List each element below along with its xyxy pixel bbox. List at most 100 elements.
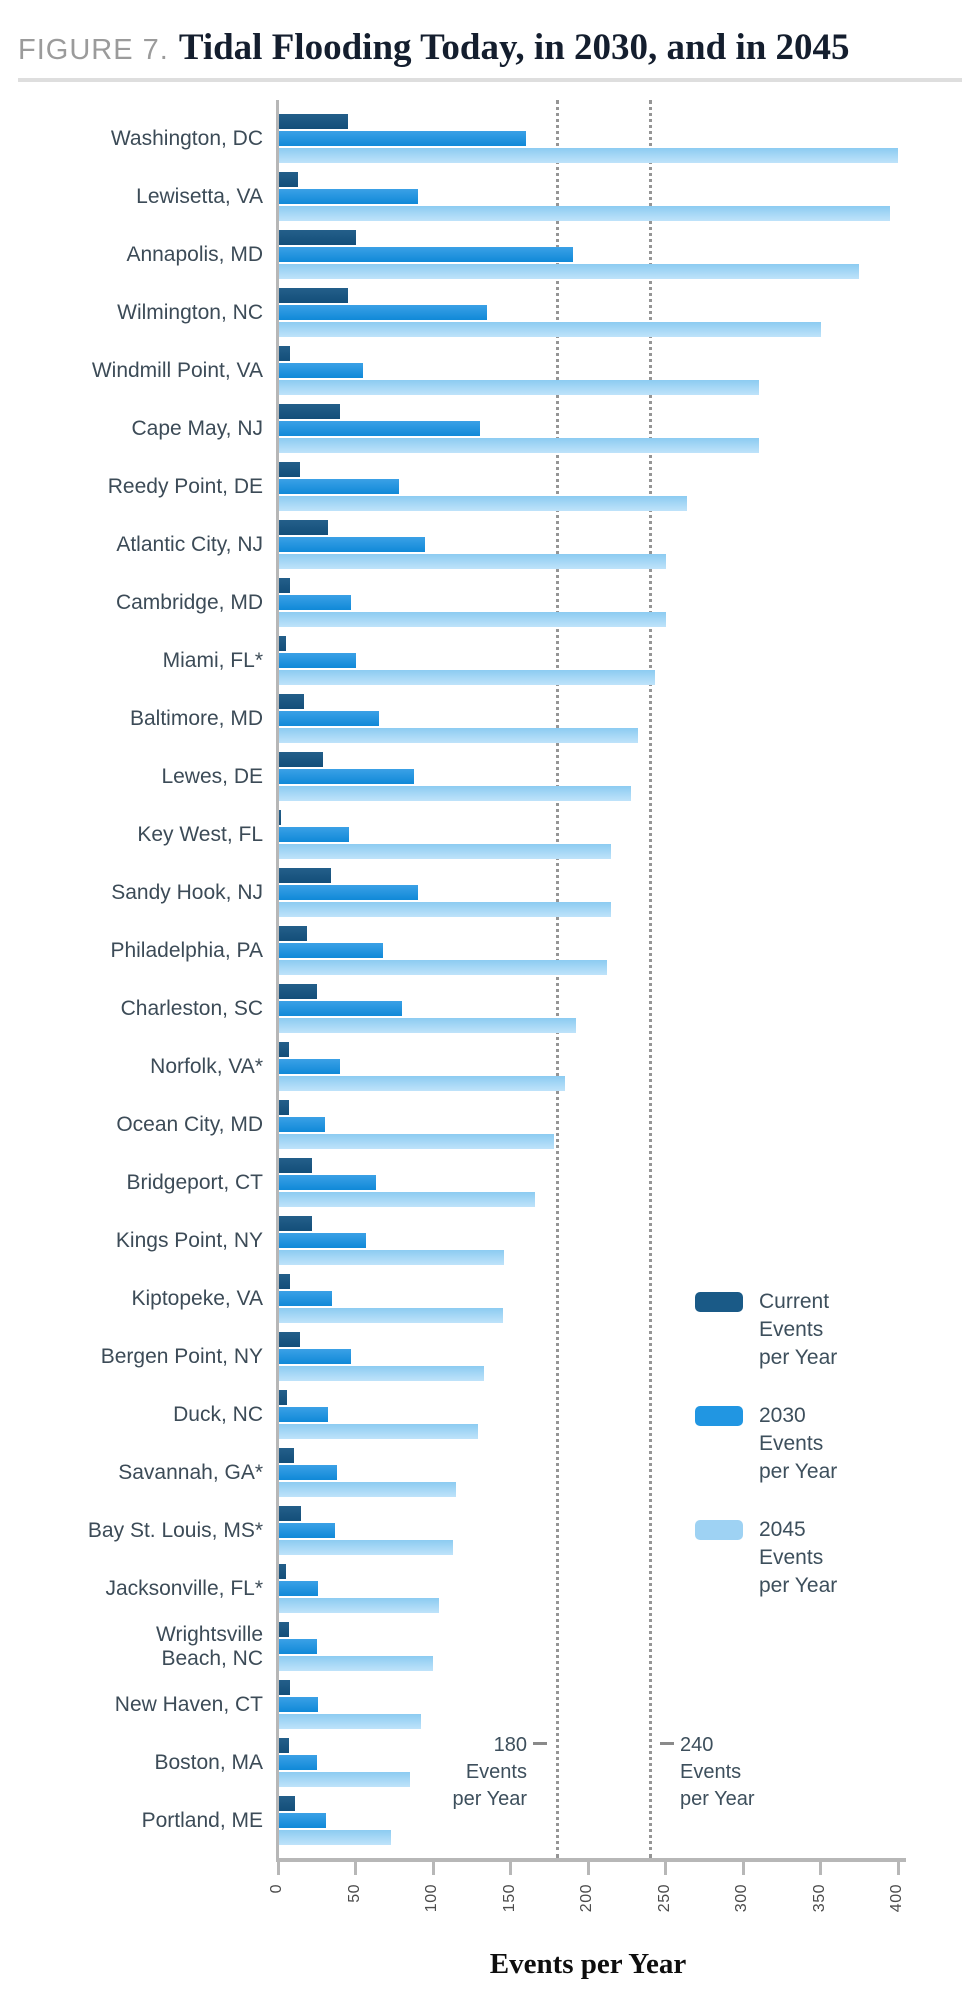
annotation-line: per Year [680,1788,755,1810]
bar-2045 [278,1656,433,1671]
bar-2030 [278,653,356,668]
bar-2030 [278,131,526,146]
annotation-240: 240 Events per Year [680,1732,755,1813]
bar-current [278,1564,286,1579]
bar-2030 [278,479,399,494]
bar-current [278,926,307,941]
bar-2045 [278,1830,391,1845]
bar-current [278,114,348,129]
category-label: Windmill Point, VA [91,358,263,382]
bar-2045 [278,1250,504,1265]
category-label: Miami, FL* [162,648,263,672]
annotation-line: Events [680,1761,742,1783]
bar-current [278,1506,301,1521]
x-tick [276,1862,280,1875]
legend-swatch-current [695,1292,743,1312]
bar-2045 [278,1714,421,1729]
annotation-dash [660,1742,674,1745]
bar-2030 [278,1117,325,1132]
bar-current [278,1796,295,1811]
legend-swatch-2030 [695,1406,743,1426]
bar-2045 [278,960,607,975]
figure-header: FIGURE 7. Tidal Flooding Today, in 2030, … [18,26,968,69]
category-label: Annapolis, MD [126,242,263,266]
bar-2045 [278,902,611,917]
bar-2045 [278,1076,565,1091]
category-label: Washington, DC [110,126,263,150]
bar-2045 [278,496,687,511]
bar-2045 [278,670,655,685]
category-label: Wilmington, NC [117,300,263,324]
bar-current [278,288,348,303]
bar-2030 [278,421,480,436]
x-tick-label: 250 [655,1884,673,1913]
x-tick [896,1862,900,1875]
bar-current [278,230,356,245]
category-label: Lewisetta, VA [136,184,263,208]
legend-label: 2030 Events per Year [759,1404,838,1483]
category-label: Atlantic City, NJ [116,532,263,556]
category-label: Cambridge, MD [115,590,263,614]
category-label: New Haven, CT [114,1692,263,1716]
bar-current [278,404,340,419]
bar-2030 [278,247,573,262]
bar-2030 [278,827,349,842]
bar-2030 [278,1233,366,1248]
bar-current [278,1622,289,1637]
bar-current [278,1448,294,1463]
x-axis-title: Events per Year [489,1948,687,1980]
bar-current [278,810,281,825]
legend: Current Events per Year 2030 Events per Year 2… [695,1288,955,1630]
bar-current [278,1680,290,1695]
annotation-line: 180 [493,1734,527,1756]
bar-current [278,1042,289,1057]
bar-2045 [278,554,666,569]
bar-current [278,1274,290,1289]
category-label: Portland, ME [141,1808,263,1832]
annotation-line: 240 [680,1734,714,1756]
bar-2045 [278,1134,554,1149]
bar-2030 [278,1755,317,1770]
bar-2030 [278,769,414,784]
bar-current [278,984,317,999]
bar-2030 [278,1697,318,1712]
legend-label: 2045 Events per Year [759,1518,838,1597]
x-tick-label: 200 [578,1884,595,1913]
bar-current [278,694,304,709]
category-label: Philadelphia, PA [110,938,263,962]
reference-line-180 [555,100,559,1858]
bar-current [278,346,290,361]
x-tick-label: 0 [268,1884,285,1894]
title-divider [18,78,962,82]
bar-2030 [278,1407,328,1422]
bar-2045 [278,1772,410,1787]
category-label: Reedy Point, DE [107,474,263,498]
bar-2045 [278,1366,484,1381]
category-label: Charleston, SC [120,996,263,1020]
bar-2045 [278,728,638,743]
annotation-180: 180 Events per Year [452,1732,527,1813]
bar-2045 [278,380,759,395]
category-label: Sandy Hook, NJ [111,880,263,904]
x-tick-label: 100 [423,1884,440,1913]
bar-current [278,752,323,767]
reference-line-240 [648,100,652,1858]
category-label: Kings Point, NY [115,1228,263,1252]
x-tick [664,1862,667,1875]
bar-2030 [278,1059,340,1074]
bar-2030 [278,189,418,204]
x-tick [586,1862,590,1875]
annotation-line: per Year [452,1788,527,1810]
bar-2045 [278,1308,503,1323]
y-axis-line [276,100,279,1861]
bar-2045 [278,322,821,337]
category-label: Kiptopeke, VA [131,1286,263,1310]
bar-2045 [278,1424,478,1439]
bar-current [278,520,328,535]
bar-2045 [278,206,890,221]
x-tick-label: 350 [810,1884,828,1913]
x-tick [509,1862,512,1875]
bar-2045 [278,1482,456,1497]
bar-current [278,578,290,593]
bar-current [278,1332,300,1347]
